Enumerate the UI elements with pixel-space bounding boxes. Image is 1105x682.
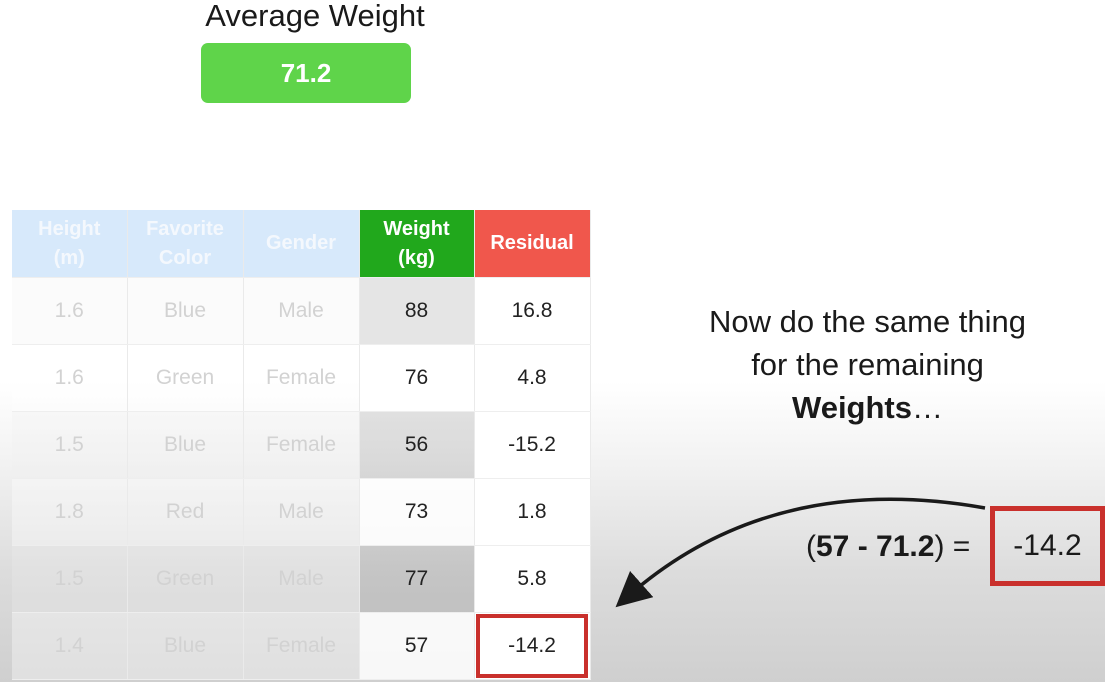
cell-height: 1.8 xyxy=(12,478,128,546)
cell-weight: 77 xyxy=(359,545,475,613)
instruction-line-3: Weights… xyxy=(640,386,1095,429)
equation-result: -14.2 xyxy=(1013,529,1082,562)
cell-residual: -15.2 xyxy=(474,411,591,479)
cell-height: 1.6 xyxy=(12,277,128,345)
table-row: 1.4 Blue Female 57 -14.2 xyxy=(12,612,591,680)
cell-residual: 16.8 xyxy=(474,277,591,345)
instruction-bold-word: Weights xyxy=(792,390,912,425)
header-favorite-color: Favorite Color xyxy=(127,210,244,278)
cell-gender: Male xyxy=(243,545,360,613)
residual-highlight-box xyxy=(476,614,588,678)
instruction-ellipsis: … xyxy=(912,390,943,425)
cell-gender: Male xyxy=(243,277,360,345)
table-row: 1.8 Red Male 73 1.8 xyxy=(12,478,591,546)
header-residual: Residual xyxy=(474,210,591,278)
cell-gender: Female xyxy=(243,612,360,680)
cell-color: Blue xyxy=(127,411,244,479)
cell-height: 1.4 xyxy=(12,612,128,680)
cell-weight: 57 xyxy=(359,612,475,680)
residual-equation: (57 - 71.2) = xyxy=(806,530,970,564)
header-gender: Gender xyxy=(243,210,360,278)
cell-weight: 56 xyxy=(359,411,475,479)
header-weight: Weight (kg) xyxy=(359,210,475,278)
cell-height: 1.5 xyxy=(12,545,128,613)
cell-color: Green xyxy=(127,545,244,613)
instruction-line-2: for the remaining xyxy=(751,347,984,382)
eq-weight: 57 xyxy=(816,530,850,563)
cell-weight: 88 xyxy=(359,277,475,345)
table-row: 1.5 Blue Female 56 -15.2 xyxy=(12,411,591,479)
cell-gender: Female xyxy=(243,344,360,412)
data-table: Height (m) Favorite Color Gender Weight (kg… xyxy=(12,210,591,680)
table-row: 1.6 Green Female 76 4.8 xyxy=(12,344,591,412)
cell-residual: -14.2 xyxy=(474,612,591,680)
cell-color: Green xyxy=(127,344,244,412)
arrow-path xyxy=(615,497,986,608)
average-weight-title: Average Weight xyxy=(205,0,425,33)
cell-color: Blue xyxy=(127,612,244,680)
cell-gender: Male xyxy=(243,478,360,546)
instruction-line-1: Now do the same thing xyxy=(708,304,1027,339)
cell-weight: 73 xyxy=(359,478,475,546)
eq-minus: - xyxy=(849,530,877,563)
eq-average: 71.2 xyxy=(876,530,935,563)
cell-gender: Female xyxy=(243,411,360,479)
cell-residual: 5.8 xyxy=(474,545,591,613)
cell-residual: 4.8 xyxy=(474,344,591,412)
equation-result-box: -14.2 xyxy=(990,506,1105,586)
cell-residual: 1.8 xyxy=(474,478,591,546)
table-row: 1.6 Blue Male 88 16.8 xyxy=(12,277,591,345)
cell-height: 1.6 xyxy=(12,344,128,412)
eq-open-paren: ( xyxy=(806,530,816,563)
eq-close-paren: ) xyxy=(934,530,945,563)
cell-color: Blue xyxy=(127,277,244,345)
cell-weight: 76 xyxy=(359,344,475,412)
header-height: Height (m) xyxy=(12,210,128,278)
cell-color: Red xyxy=(127,478,244,546)
cell-height: 1.5 xyxy=(12,411,128,479)
eq-equals: = xyxy=(944,530,971,563)
instruction-text: Now do the same thing for the remaining … xyxy=(640,300,1095,429)
table-row: 1.5 Green Male 77 5.8 xyxy=(12,545,591,613)
table-header-row: Height (m) Favorite Color Gender Weight (kg… xyxy=(12,210,591,278)
average-weight-value: 71.2 xyxy=(201,43,411,103)
